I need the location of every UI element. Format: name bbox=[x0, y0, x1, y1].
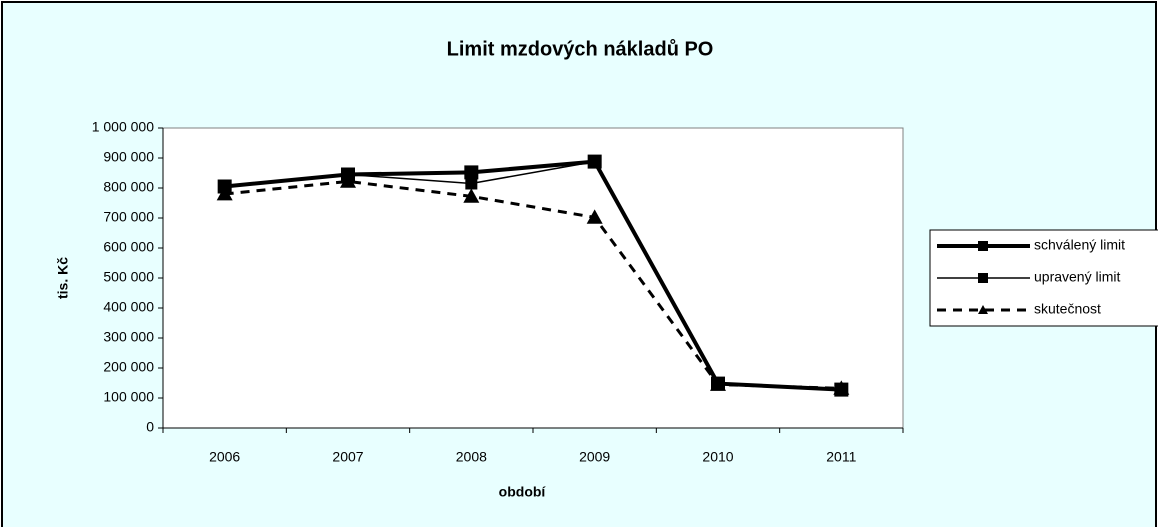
point bbox=[340, 173, 356, 188]
y-axis-title: tis. Kč bbox=[55, 257, 71, 299]
x-tick-label: 2010 bbox=[702, 449, 733, 465]
point bbox=[586, 209, 603, 224]
point bbox=[464, 165, 479, 180]
y-tick-label: 500 000 bbox=[103, 269, 154, 285]
x-axis-title: období bbox=[499, 484, 547, 500]
legend-marker bbox=[978, 305, 988, 314]
series-line bbox=[224, 160, 842, 391]
y-tick-label: 800 000 bbox=[103, 179, 154, 195]
x-tick-label: 2009 bbox=[579, 449, 610, 465]
y-tick-label: 1 000 000 bbox=[92, 119, 154, 135]
y-tick-label: 700 000 bbox=[103, 209, 154, 225]
legend-label: upravený limit bbox=[1034, 269, 1120, 285]
legend-marker bbox=[978, 241, 988, 251]
point bbox=[465, 177, 478, 190]
legend-marker bbox=[978, 273, 988, 283]
legend-label: skutečnost bbox=[1034, 301, 1101, 317]
y-tick-label: 100 000 bbox=[103, 389, 154, 405]
point bbox=[216, 186, 233, 201]
series-line bbox=[224, 179, 842, 390]
point bbox=[588, 155, 601, 168]
y-tick-label: 200 000 bbox=[103, 359, 154, 375]
x-tick-label: 2011 bbox=[826, 449, 856, 465]
legend-label: schválený limit bbox=[1034, 237, 1125, 253]
x-tick-label: 2008 bbox=[456, 449, 487, 465]
y-tick-label: 0 bbox=[146, 419, 154, 435]
plot-area bbox=[162, 127, 904, 429]
y-tick-label: 300 000 bbox=[103, 329, 154, 345]
point bbox=[833, 380, 850, 395]
x-tick-label: 2006 bbox=[209, 449, 240, 465]
chart-title: Limit mzdových nákladů PO bbox=[447, 38, 714, 60]
x-tick-label: 2007 bbox=[332, 449, 363, 465]
point bbox=[463, 188, 480, 203]
point bbox=[710, 376, 726, 391]
y-tick-label: 900 000 bbox=[103, 149, 154, 165]
y-tick-label: 400 000 bbox=[103, 299, 154, 315]
y-tick-label: 600 000 bbox=[103, 239, 154, 255]
